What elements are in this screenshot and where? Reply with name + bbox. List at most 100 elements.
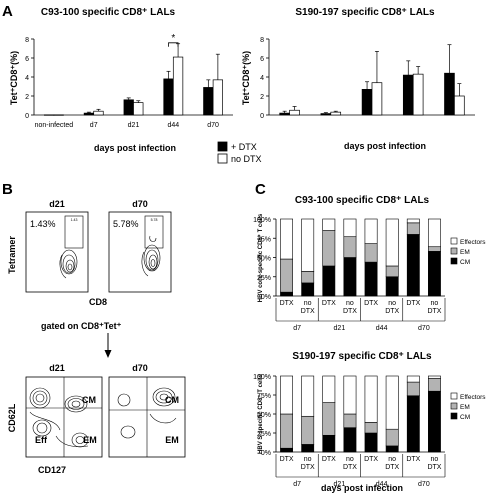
bar xyxy=(212,79,224,116)
bar-label: DTX xyxy=(385,464,399,471)
y-tick-label: 25% xyxy=(257,431,271,438)
y-tick-label: 0 xyxy=(260,113,264,120)
contour-top-d70 xyxy=(141,235,161,277)
flow-bottom-title-2: d70 xyxy=(132,363,148,373)
y-tick-label: 2 xyxy=(25,94,29,101)
significance-marker: * xyxy=(171,33,175,44)
bar-label: no xyxy=(388,300,396,307)
bar-label: no xyxy=(431,300,439,307)
bar-label: DTX xyxy=(406,456,420,463)
x-tick-label: d7 xyxy=(90,122,98,129)
stacked-bar-segment xyxy=(385,375,399,430)
significance-bracket xyxy=(168,42,179,47)
stacked-bar-segment xyxy=(322,402,336,436)
flow-cytometry-panel: d21 d70 1.43 5.78 1.43% 5.78% Tetramer C xyxy=(7,199,186,475)
y-tick-label: 8 xyxy=(260,37,264,44)
y-tick-label: 75% xyxy=(257,393,271,400)
stacked-bar-segment xyxy=(428,246,441,252)
legend-a: + DTX no DTX xyxy=(217,141,262,164)
stacked-bar-segment xyxy=(364,422,378,434)
chart-title: S190-197 specific CD8⁺ LALs xyxy=(295,7,435,18)
stacked-bar-segment xyxy=(364,243,378,263)
stacked-bar-segment xyxy=(428,390,441,453)
bar xyxy=(172,56,184,116)
quadrant-label-cm-d70: CM xyxy=(165,395,179,405)
x-tick-label: d44 xyxy=(167,122,179,129)
stacked-bar-segment xyxy=(343,218,357,238)
bar-label: DTX xyxy=(427,464,441,471)
chart-title: C93-100 specific CD8⁺ LALs xyxy=(41,7,176,18)
bar-label: no xyxy=(346,456,354,463)
legend-label: Effectors xyxy=(460,239,486,246)
y-tick-label: 100% xyxy=(253,217,271,224)
y-tick-label: 4 xyxy=(260,75,264,82)
y-axis-label: Tet⁺CD8⁺(%) xyxy=(241,51,251,105)
bar xyxy=(53,114,64,116)
bar xyxy=(371,82,383,116)
bar-label: no xyxy=(431,456,439,463)
chart-c-s190-197: S190-197 specific CD8⁺ LALs HBV S-specif… xyxy=(253,351,486,493)
y-tick-label: 6 xyxy=(25,56,29,63)
flow-plot-top-d70 xyxy=(108,211,172,293)
group-label: d21 xyxy=(334,481,346,488)
bar xyxy=(163,78,174,116)
legend-label-no-dtx: no DTX xyxy=(231,154,262,164)
bar-label: DTX xyxy=(406,300,420,307)
stacked-bar-segment xyxy=(406,381,420,397)
contour-top-d21 xyxy=(59,249,78,279)
group-label: d44 xyxy=(376,481,388,488)
bar-label: no xyxy=(304,300,312,307)
bar xyxy=(279,112,290,116)
bar xyxy=(83,112,95,116)
bar xyxy=(43,114,55,116)
x-axis-label: days post infection xyxy=(321,483,403,493)
x-tick-label: d70 xyxy=(207,122,219,129)
stacked-bar-segment xyxy=(385,265,399,278)
bar-label: DTX xyxy=(301,308,315,315)
y-axis-label: HBV S-specific CD8⁺ T cells xyxy=(257,373,264,454)
gate-value-d21: 1.43 xyxy=(71,218,78,222)
bar-label: DTX xyxy=(427,308,441,315)
bar xyxy=(133,102,144,116)
bar-label: DTX xyxy=(322,456,336,463)
stacked-bar-segment xyxy=(364,261,378,297)
flow-bottom-title-1: d21 xyxy=(49,363,65,373)
legend-swatch xyxy=(450,402,458,410)
group-label: d7 xyxy=(293,325,301,332)
bar-label: DTX xyxy=(280,456,294,463)
stacked-bar-segment xyxy=(301,218,315,272)
stacked-bar-segment xyxy=(343,257,357,297)
bar xyxy=(412,73,424,116)
flow-percent-d70: 5.78% xyxy=(113,219,139,229)
bar xyxy=(93,110,104,116)
stacked-bar-segment xyxy=(385,276,399,297)
flow-top-title-2: d70 xyxy=(132,199,148,209)
group-label: d7 xyxy=(293,481,301,488)
legend-label-dtx: + DTX xyxy=(231,142,257,152)
stacked-bar-segment xyxy=(406,218,420,224)
y-tick-label: 2 xyxy=(260,94,264,101)
quadrant-label-cm-d21: CM xyxy=(82,395,96,405)
legend-label: EM xyxy=(460,404,470,411)
group-label: d21 xyxy=(334,325,346,332)
stacked-bar-segment xyxy=(301,415,315,445)
stacked-bar-segment xyxy=(406,222,420,235)
stacked-bar-segment xyxy=(343,413,357,428)
stacked-bar-segment xyxy=(280,291,293,297)
y-tick-label: 0% xyxy=(261,294,271,301)
stacked-bar-segment xyxy=(322,230,336,267)
stacked-bar-segment xyxy=(301,375,315,417)
legend-swatch xyxy=(450,392,458,400)
stacked-bar-segment xyxy=(428,218,441,248)
legend-label: CM xyxy=(460,259,470,266)
y-tick-label: 0% xyxy=(261,450,271,457)
stacked-bar-segment xyxy=(322,265,336,297)
stacked-bar-segment xyxy=(406,375,420,383)
chart-title: S190-197 specific CD8⁺ LALs xyxy=(292,351,432,362)
bar-label: no xyxy=(388,456,396,463)
bar xyxy=(402,74,414,116)
flow-bottom-xlabel: CD127 xyxy=(38,465,66,475)
y-tick-label: 6 xyxy=(260,56,264,63)
flow-top-xlabel: CD8 xyxy=(89,297,107,307)
